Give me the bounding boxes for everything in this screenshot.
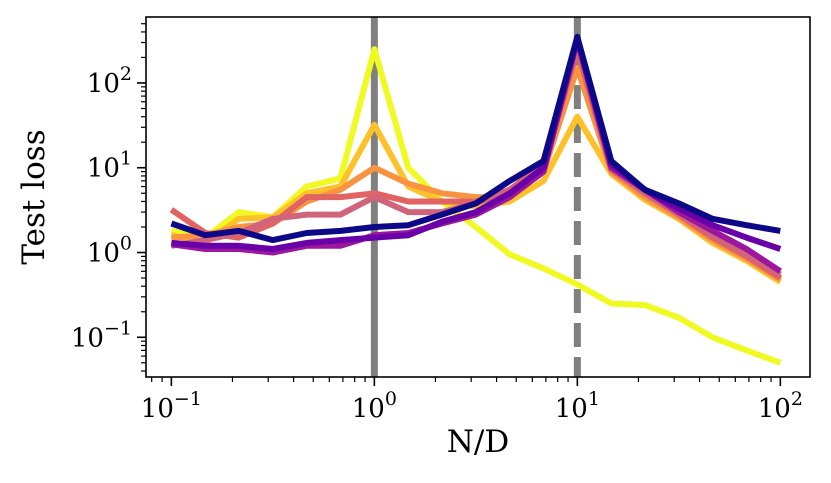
y-tick-label: 101 — [87, 148, 132, 184]
y-axis: 10−1 100 101 102 — [71, 23, 146, 372]
x-tick-label: 100 — [352, 388, 397, 424]
x-tick-label: 10−1 — [141, 388, 202, 424]
series-line-s8 — [170, 33, 781, 244]
x-axis: 10−1 100 101 102 — [141, 377, 803, 424]
x-tick-label: 101 — [555, 388, 600, 424]
y-tick-label: 102 — [87, 63, 132, 99]
x-axis-label: N/D — [447, 424, 509, 460]
y-axis-label: Test loss — [16, 129, 52, 264]
y-tick-label: 10−1 — [71, 317, 132, 353]
plot-frame — [145, 16, 811, 378]
series-group — [169, 33, 782, 366]
x-tick-label: 102 — [758, 388, 803, 424]
y-tick-label: 100 — [87, 233, 132, 269]
series-line-s7 — [171, 34, 782, 252]
